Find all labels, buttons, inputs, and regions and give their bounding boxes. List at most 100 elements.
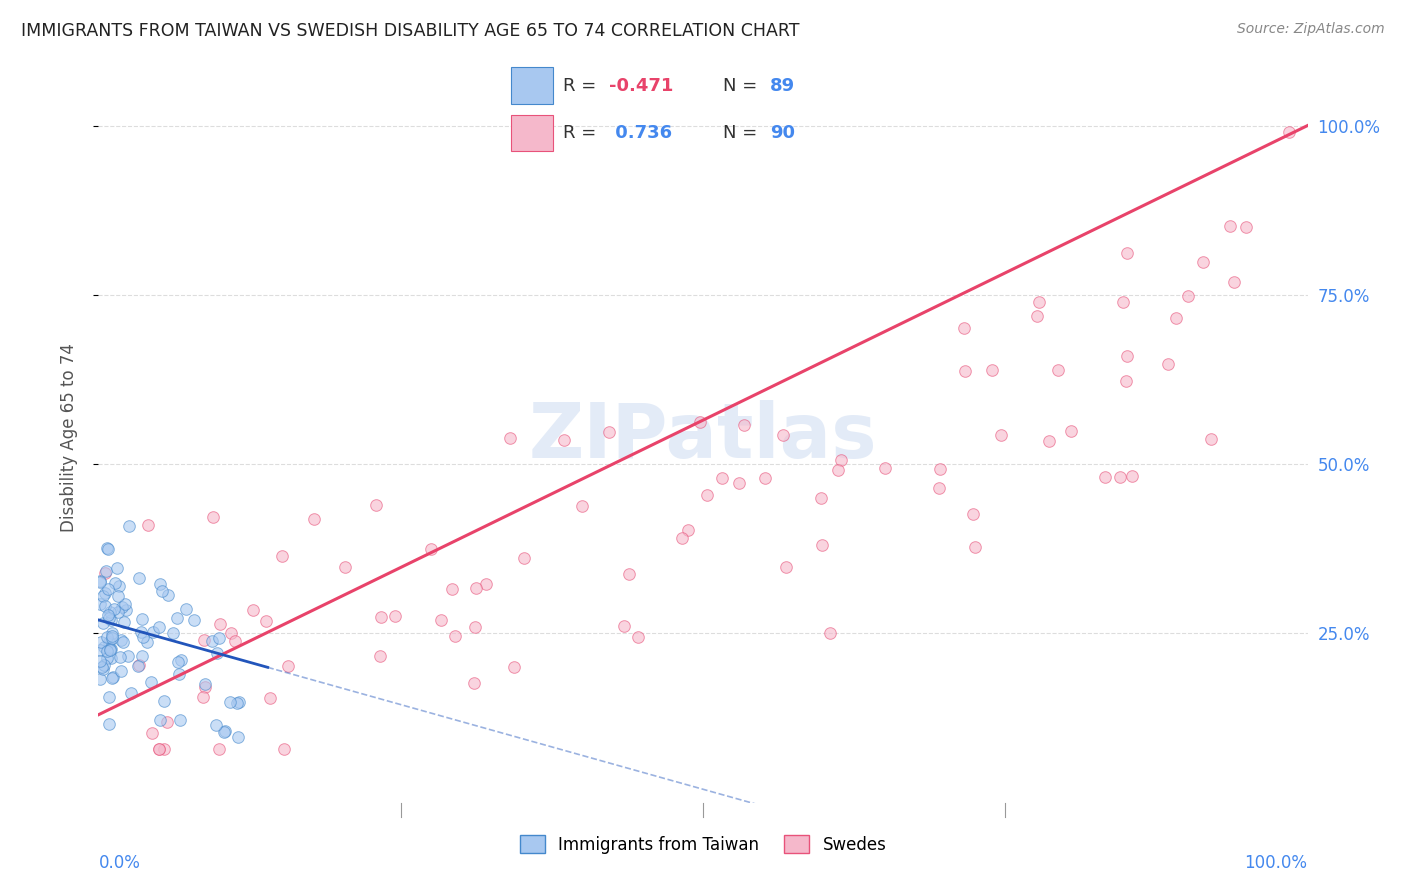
Point xyxy=(277,659,299,673)
Point xyxy=(107,589,129,603)
Point xyxy=(148,741,170,756)
Point xyxy=(112,615,135,630)
Text: 89: 89 xyxy=(770,77,794,95)
Point xyxy=(98,642,121,657)
Point xyxy=(136,517,159,532)
Point xyxy=(127,659,149,673)
Point xyxy=(304,512,326,526)
Point xyxy=(100,613,122,627)
Text: 0.736: 0.736 xyxy=(609,124,672,142)
Point xyxy=(953,321,976,335)
Point xyxy=(94,566,117,580)
Point xyxy=(676,523,699,537)
Point xyxy=(818,626,841,640)
Point xyxy=(1278,125,1301,139)
Point xyxy=(103,602,125,616)
Point xyxy=(98,717,121,731)
Point xyxy=(689,415,711,429)
Point xyxy=(98,643,121,657)
Text: ZIPatlas: ZIPatlas xyxy=(529,401,877,474)
Point xyxy=(598,425,620,439)
Point xyxy=(830,452,852,467)
Point xyxy=(91,662,114,676)
Point xyxy=(429,614,451,628)
Point xyxy=(96,650,118,665)
Point xyxy=(464,620,486,634)
Point xyxy=(219,695,242,709)
Point xyxy=(772,428,794,442)
Point xyxy=(131,612,153,626)
Point xyxy=(97,542,120,557)
Point xyxy=(115,603,138,617)
Point xyxy=(259,691,281,706)
Point xyxy=(571,499,593,513)
Point xyxy=(167,667,190,681)
Point xyxy=(1112,295,1135,310)
Point xyxy=(1121,469,1143,483)
Point xyxy=(1108,469,1130,483)
Point xyxy=(214,725,236,739)
Text: N =: N = xyxy=(723,77,763,95)
Point xyxy=(110,632,132,647)
Point xyxy=(89,598,111,612)
Point xyxy=(91,589,114,603)
Point xyxy=(981,363,1004,377)
Point xyxy=(1028,294,1050,309)
Point xyxy=(91,615,114,630)
Point xyxy=(613,619,636,633)
Point xyxy=(333,560,356,574)
Point xyxy=(104,575,127,590)
Point xyxy=(953,364,976,378)
Point xyxy=(1094,470,1116,484)
Point xyxy=(384,609,406,624)
Point xyxy=(990,428,1012,442)
Point xyxy=(463,676,485,690)
Text: Source: ZipAtlas.com: Source: ZipAtlas.com xyxy=(1237,22,1385,37)
Text: 90: 90 xyxy=(770,124,794,142)
Point xyxy=(142,624,165,639)
Point xyxy=(474,577,496,591)
Point xyxy=(810,491,832,505)
Point xyxy=(754,471,776,485)
Text: 0.0%: 0.0% xyxy=(98,854,141,872)
Point xyxy=(208,632,231,646)
Point xyxy=(963,540,986,554)
Point xyxy=(619,567,641,582)
Point xyxy=(128,571,150,585)
Point xyxy=(170,653,193,667)
Point xyxy=(1234,219,1257,234)
Point xyxy=(513,550,536,565)
Point xyxy=(98,611,121,625)
Point xyxy=(101,626,124,640)
Point xyxy=(91,660,114,674)
Point xyxy=(93,585,115,599)
Point xyxy=(139,674,162,689)
Point xyxy=(1060,424,1083,438)
Point xyxy=(97,582,120,596)
Point xyxy=(96,630,118,644)
Point xyxy=(100,651,122,665)
Point xyxy=(148,620,170,634)
Point xyxy=(169,714,191,728)
Point xyxy=(827,463,849,477)
Point xyxy=(183,613,205,627)
Point xyxy=(131,624,153,639)
Point xyxy=(93,640,115,654)
Text: R =: R = xyxy=(562,77,602,95)
Point xyxy=(148,741,170,756)
Point xyxy=(136,634,159,648)
Point xyxy=(1116,349,1139,363)
Point xyxy=(201,509,224,524)
Point xyxy=(131,630,153,644)
Point xyxy=(810,537,832,551)
Text: IMMIGRANTS FROM TAIWAN VS SWEDISH DISABILITY AGE 65 TO 74 CORRELATION CHART: IMMIGRANTS FROM TAIWAN VS SWEDISH DISABI… xyxy=(21,22,800,40)
Legend: Immigrants from Taiwan, Swedes: Immigrants from Taiwan, Swedes xyxy=(513,829,893,860)
Point xyxy=(156,714,179,729)
Point xyxy=(775,560,797,574)
Point xyxy=(1116,245,1139,260)
Point xyxy=(440,582,463,597)
Point xyxy=(273,741,295,756)
Point xyxy=(1177,289,1199,303)
Text: R =: R = xyxy=(562,124,602,142)
Point xyxy=(225,696,247,710)
